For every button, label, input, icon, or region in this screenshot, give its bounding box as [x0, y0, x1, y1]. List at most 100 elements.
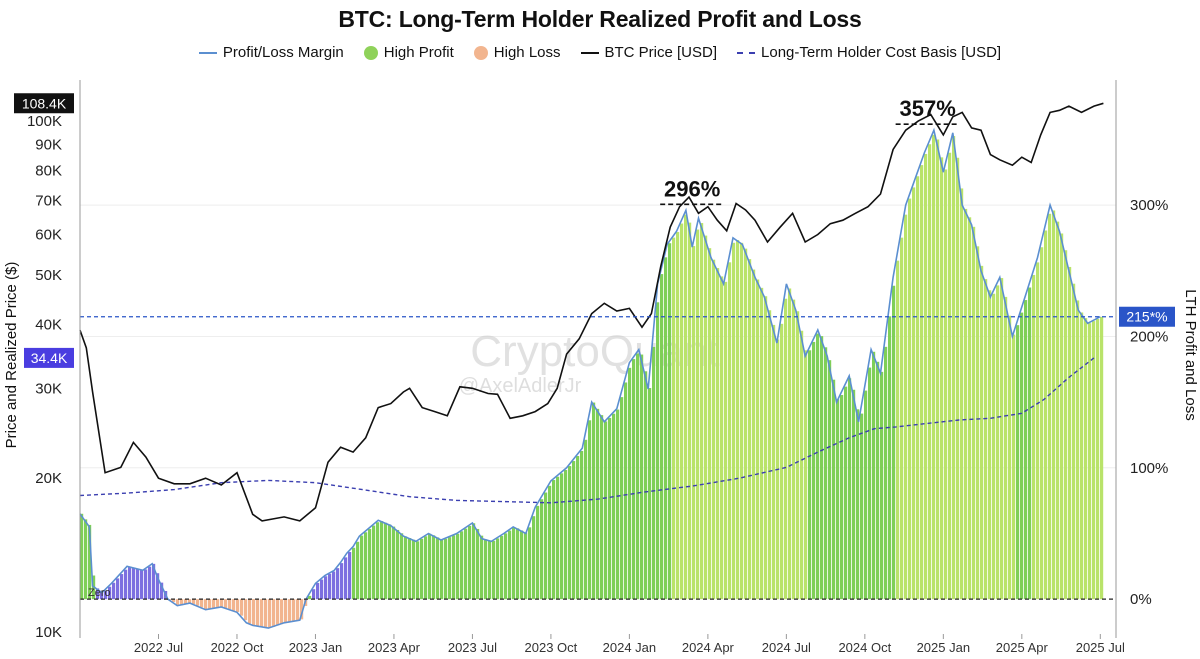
legend-swatch-margin — [198, 51, 217, 54]
margin-bar-7 — [108, 586, 112, 600]
margin-bar-129 — [596, 408, 600, 600]
peak-label-1: 357% — [899, 96, 955, 121]
cost-basis-badge-bg — [24, 347, 74, 368]
margin-bar-73 — [372, 525, 376, 600]
x-tick-7: 2024 Apr — [682, 640, 735, 655]
margin-bar-99 — [476, 528, 480, 600]
margin-bar-186 — [824, 347, 828, 600]
margin-bar-196 — [864, 390, 868, 600]
margin-bar-123 — [572, 461, 576, 600]
margin-bar-168 — [752, 269, 756, 600]
peak-label-0: 296% — [664, 176, 720, 201]
margin-bar-93 — [452, 535, 456, 600]
margin-bar-253 — [1092, 321, 1096, 600]
legend-item-high-loss[interactable]: High Loss — [473, 44, 561, 61]
margin-bar-185 — [820, 336, 824, 600]
legend-label-high-profit: High Profit — [383, 44, 454, 61]
margin-bar-17 — [148, 566, 152, 600]
margin-bar-153 — [692, 246, 696, 600]
margin-bar-201 — [884, 346, 888, 600]
margin-bar-16 — [144, 569, 148, 600]
margin-bar-176 — [784, 298, 788, 600]
margin-bar-63 — [332, 571, 336, 600]
right-axis-title: LTH Profit and Loss — [1182, 289, 1199, 420]
margin-bar-48 — [272, 599, 276, 627]
left-tick-2: 30K — [35, 380, 62, 397]
margin-bar-211 — [924, 153, 928, 600]
margin-bar-160 — [720, 276, 724, 600]
margin-bar-219 — [956, 157, 960, 600]
margin-bar-12 — [128, 566, 132, 600]
margin-bar-116 — [544, 492, 548, 600]
margin-bar-172 — [768, 310, 772, 600]
x-tick-6: 2024 Jan — [603, 640, 657, 655]
margin-bar-250 — [1080, 312, 1084, 600]
margin-bar-19 — [156, 573, 160, 600]
margin-bar-215 — [940, 157, 944, 600]
margin-bar-101 — [484, 539, 488, 600]
margin-bar-171 — [764, 296, 768, 600]
margin-bar-0 — [80, 513, 84, 600]
left-axis-title: Price and Realized Price ($) — [3, 262, 20, 449]
legend-item-btc-price[interactable]: BTC Price [USD] — [580, 44, 717, 61]
margin-bar-148 — [672, 237, 676, 600]
margin-bar-173 — [772, 324, 776, 600]
margin-bar-175 — [780, 323, 784, 600]
margin-bar-244 — [1056, 221, 1060, 600]
margin-bar-5 — [100, 591, 104, 600]
margin-bar-71 — [364, 532, 368, 600]
margin-bar-94 — [456, 533, 460, 600]
zero-label: Zero — [88, 587, 111, 599]
margin-bar-237 — [1028, 287, 1032, 600]
margin-bar-207 — [908, 198, 912, 600]
left-tick-9: 100K — [27, 113, 62, 130]
legend-item-margin[interactable]: Profit/Loss Margin — [198, 44, 344, 61]
margin-bar-39 — [236, 599, 240, 612]
margin-bar-199 — [876, 361, 880, 600]
margin-bar-142 — [648, 388, 652, 600]
margin-bar-40 — [240, 599, 244, 616]
margin-bar-169 — [756, 279, 760, 600]
margin-badge-label: 215*% — [1126, 309, 1167, 325]
legend-label-cost-basis: Long-Term Holder Cost Basis [USD] — [761, 44, 1002, 61]
margin-bar-59 — [316, 582, 320, 600]
margin-bar-197 — [868, 367, 872, 600]
margin-bar-13 — [132, 567, 136, 600]
margin-bar-210 — [920, 165, 924, 600]
margin-bar-214 — [936, 139, 940, 600]
margin-bar-20 — [160, 582, 164, 600]
margin-bar-2 — [88, 524, 92, 600]
margin-bar-181 — [804, 350, 808, 600]
margin-bar-251 — [1084, 318, 1088, 600]
x-tick-12: 2025 Jul — [1076, 640, 1125, 655]
margin-bar-151 — [684, 214, 688, 600]
margin-bar-157 — [708, 248, 712, 600]
margin-bar-193 — [852, 389, 856, 600]
margin-bar-145 — [660, 274, 664, 600]
margin-bar-130 — [600, 415, 604, 600]
margin-bar-163 — [732, 242, 736, 600]
margin-bar-88 — [432, 535, 436, 600]
margin-bar-62 — [328, 573, 332, 600]
margin-bar-6 — [104, 590, 108, 600]
margin-bar-46 — [264, 599, 268, 628]
margin-bar-24 — [176, 599, 180, 605]
margin-bar-29 — [196, 599, 200, 606]
margin-bar-74 — [376, 522, 380, 600]
margin-bar-10 — [120, 574, 124, 600]
margin-bar-75 — [380, 521, 384, 600]
margin-bar-149 — [676, 232, 680, 600]
margin-bar-144 — [656, 302, 660, 600]
legend-item-cost-basis[interactable]: Long-Term Holder Cost Basis [USD] — [737, 44, 1001, 61]
margin-bar-217 — [948, 152, 952, 600]
legend-item-high-profit[interactable]: High Profit — [363, 44, 454, 61]
margin-bar-159 — [716, 268, 720, 600]
margin-bar-4 — [96, 588, 100, 600]
margin-bar-11 — [124, 569, 128, 600]
margin-bar-248 — [1072, 283, 1076, 600]
chart-legend: Profit/Loss Margin High Profit High Loss… — [0, 44, 1200, 61]
margin-bar-255 — [1100, 316, 1104, 600]
legend-label-high-loss: High Loss — [493, 44, 561, 61]
margin-bar-52 — [288, 599, 292, 623]
margin-bar-187 — [828, 360, 832, 600]
